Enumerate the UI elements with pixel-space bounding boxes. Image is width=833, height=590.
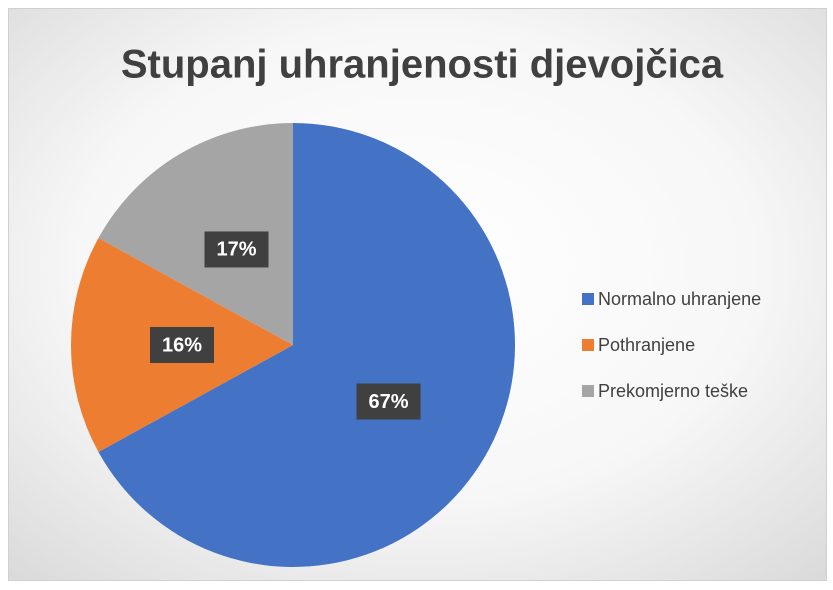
data-label-box <box>204 231 269 268</box>
legend-label: Normalno uhranjene <box>598 289 761 309</box>
data-label: 67% <box>369 391 409 413</box>
legend-swatch <box>582 385 594 397</box>
data-label: 16% <box>162 334 202 356</box>
data-label-box <box>356 383 421 420</box>
legend-label: Prekomjerno teške <box>598 381 748 401</box>
data-label-box <box>150 327 214 363</box>
chart-title: Stupanj uhranjenosti djevojčica <box>121 43 724 87</box>
legend-swatch <box>582 339 594 351</box>
legend-swatch <box>582 293 594 305</box>
pie-slice <box>98 123 515 567</box>
pie-slice <box>98 123 293 345</box>
legend-label: Pothranjene <box>598 335 695 355</box>
data-label: 17% <box>216 239 256 261</box>
